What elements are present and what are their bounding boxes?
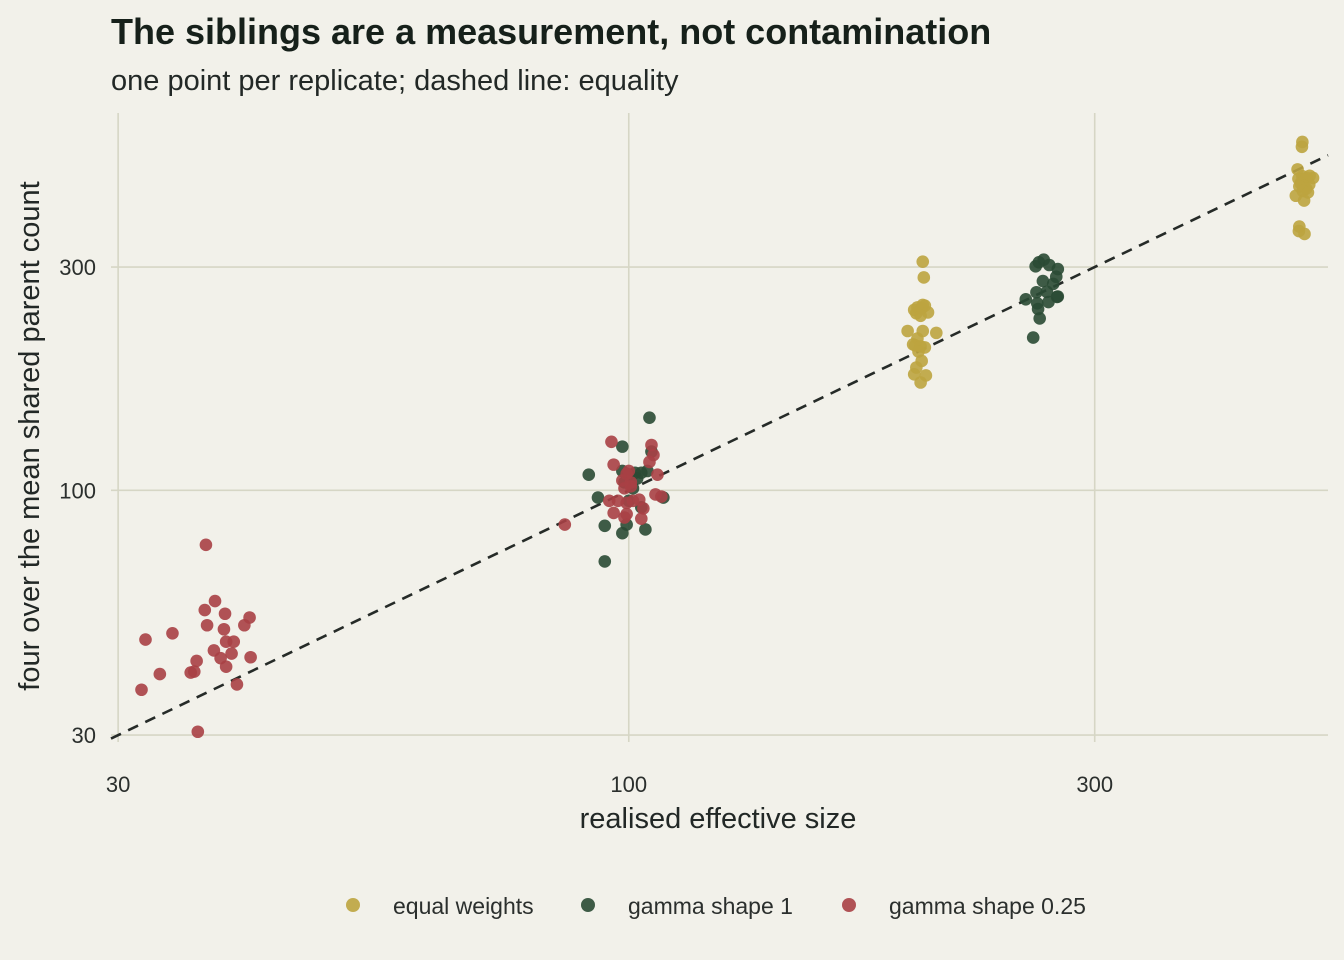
data-point [219, 660, 233, 674]
data-point [153, 667, 167, 681]
data-point [602, 494, 616, 508]
data-point [200, 618, 214, 632]
data-point [1297, 194, 1311, 207]
data-point [199, 538, 213, 552]
series-gamma-shape-0-25 [135, 435, 668, 739]
data-point [238, 618, 251, 632]
data-point [930, 326, 943, 340]
data-point [917, 271, 931, 284]
data-point [618, 482, 631, 495]
data-point [208, 594, 222, 608]
data-point [620, 496, 633, 510]
equality-line [110, 154, 1329, 740]
legend-label: gamma shape 0.25 [889, 893, 1086, 919]
data-point [912, 345, 925, 358]
x-tick-label: 30 [106, 772, 130, 797]
data-point [227, 635, 241, 648]
data-point [1029, 260, 1042, 273]
data-points [135, 135, 1320, 739]
y-tick-label: 100 [59, 478, 96, 503]
legend-swatch [581, 898, 595, 912]
data-point [198, 603, 212, 617]
y-tick-label: 300 [59, 255, 96, 280]
chart-subtitle: one point per replicate; dashed line: eq… [111, 65, 679, 97]
data-point [637, 502, 650, 515]
series-equal-weights [901, 135, 1320, 389]
data-point [190, 654, 203, 668]
x-axis-label: realised effective size [580, 803, 857, 835]
data-point [1026, 331, 1040, 344]
grid [111, 113, 1328, 742]
tick-labels: 30 100 300 30 100 300 [59, 255, 1113, 797]
data-point [244, 650, 257, 664]
data-point [607, 458, 620, 471]
data-point [634, 512, 648, 525]
legend-swatch [842, 898, 856, 912]
data-point [1295, 140, 1309, 154]
data-point [655, 490, 668, 503]
data-point [230, 678, 244, 691]
data-point [914, 376, 927, 389]
legend-label: equal weights [393, 893, 534, 919]
x-tick-label: 300 [1076, 772, 1113, 797]
data-point [914, 309, 927, 323]
data-point [591, 491, 605, 504]
data-point [1031, 302, 1045, 316]
data-point [607, 506, 620, 520]
data-point [916, 255, 930, 268]
data-point [1036, 274, 1050, 288]
equality-reference [110, 154, 1329, 740]
data-point [651, 468, 664, 482]
data-point [166, 627, 179, 640]
data-point [643, 411, 656, 424]
data-point [901, 324, 914, 338]
data-point [1050, 290, 1064, 304]
y-axis-label: four over the mean shared parent count [14, 181, 46, 690]
data-point [217, 622, 231, 636]
data-point [184, 666, 198, 679]
data-point [1298, 227, 1311, 241]
data-point [139, 633, 152, 646]
chart-title: The siblings are a measurement, not cont… [111, 11, 991, 52]
y-tick-label: 30 [72, 723, 96, 748]
data-point [1030, 285, 1043, 299]
x-tick-label: 100 [610, 772, 647, 797]
data-point [616, 440, 629, 453]
data-point [135, 683, 148, 697]
legend-label: gamma shape 1 [628, 893, 793, 919]
data-point [1033, 312, 1046, 325]
data-point [598, 555, 612, 568]
data-point [1040, 285, 1054, 299]
data-point [605, 435, 618, 449]
data-point [618, 511, 631, 524]
legend: equal weights gamma shape 1 gamma shape 0.… [346, 893, 1086, 919]
data-point [598, 519, 612, 533]
data-point [191, 725, 205, 739]
data-point [225, 647, 238, 660]
data-point [616, 526, 629, 540]
data-point [1019, 292, 1033, 306]
data-point [218, 607, 232, 621]
data-point [558, 518, 572, 531]
legend-swatch [346, 898, 360, 912]
data-point [582, 468, 596, 482]
data-point [645, 438, 658, 452]
data-point [639, 523, 652, 536]
data-point [643, 455, 656, 469]
